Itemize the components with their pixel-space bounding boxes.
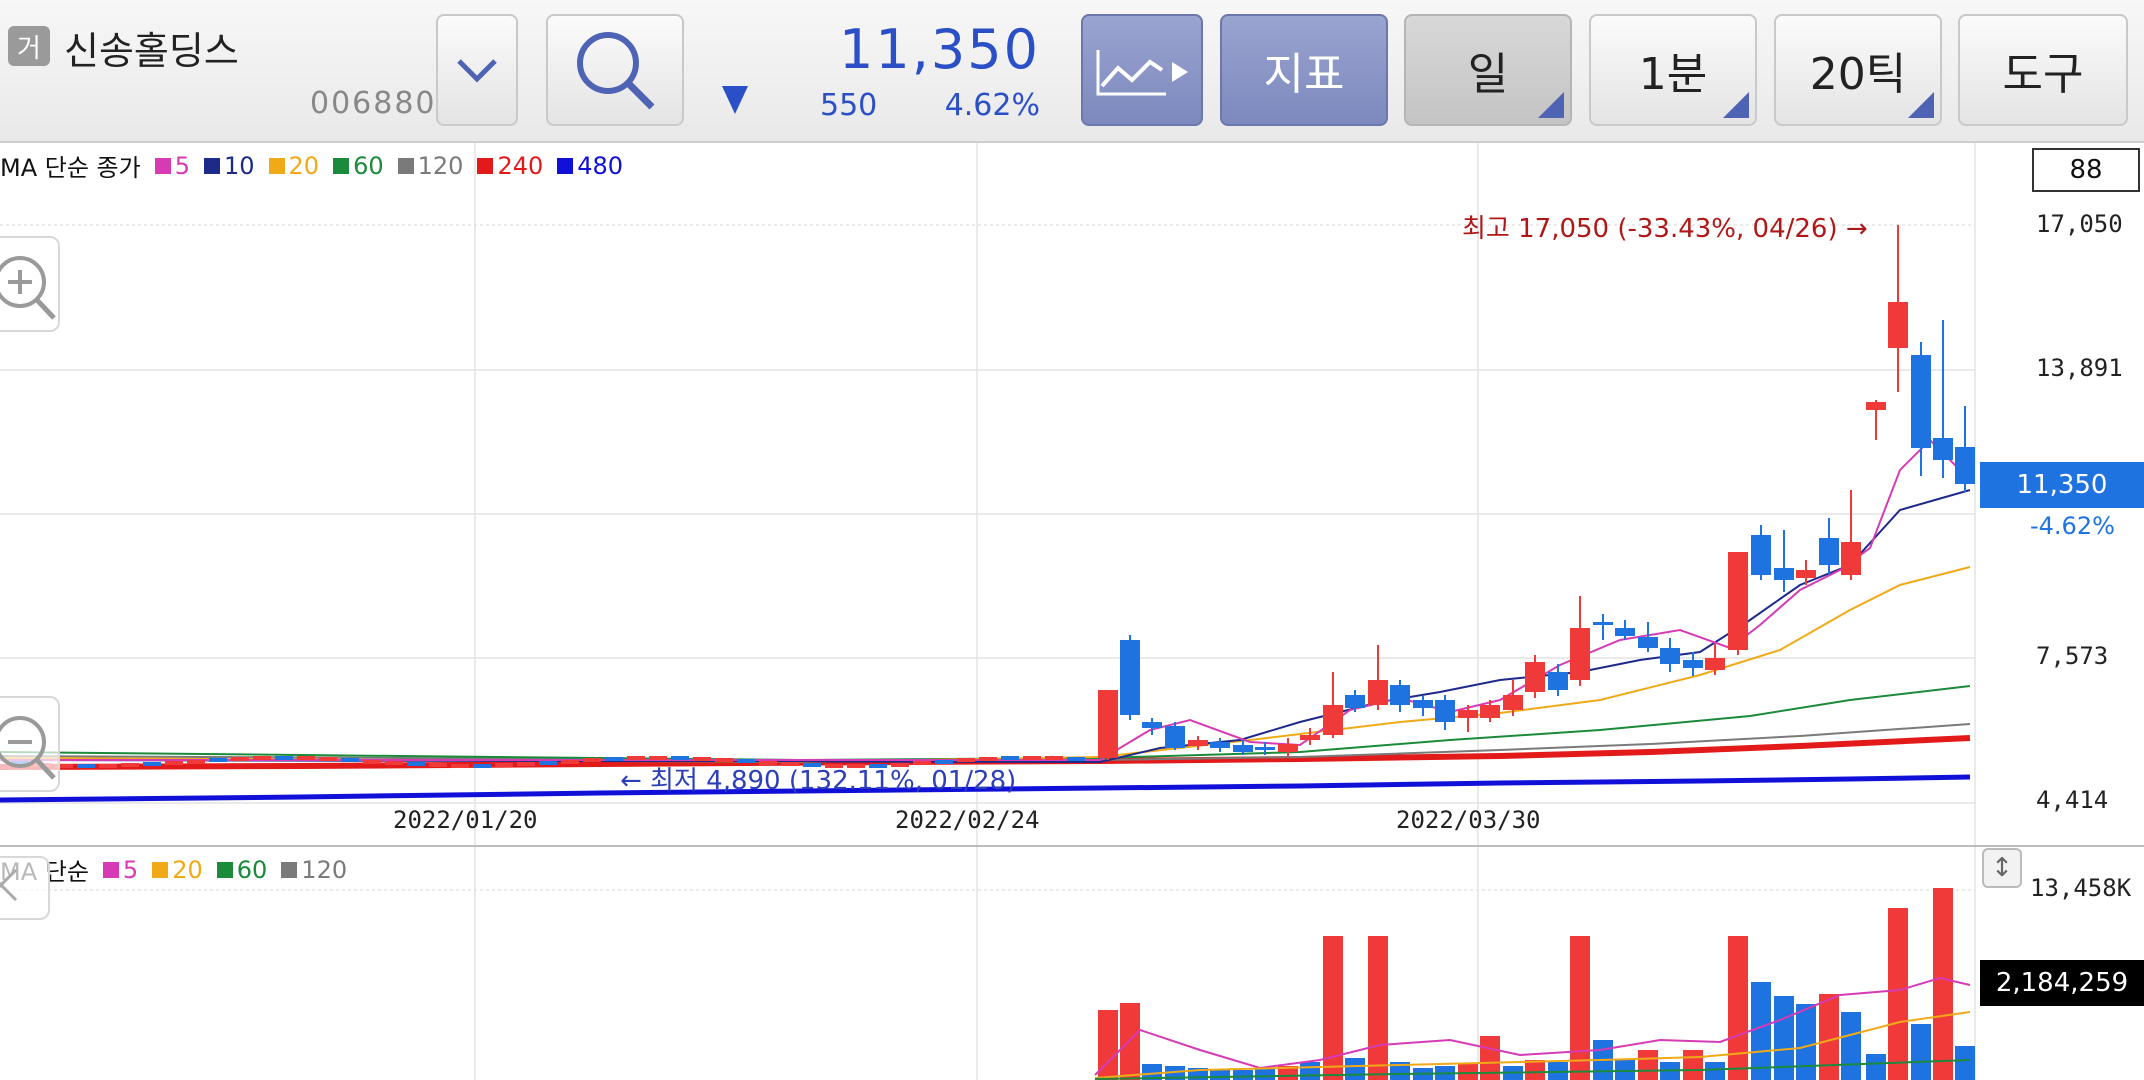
down-arrow-icon bbox=[722, 86, 748, 114]
line-chart-play-icon bbox=[1096, 50, 1188, 96]
vol-legend-ma60: 60 bbox=[203, 856, 267, 884]
legend-ma60: 60 bbox=[319, 152, 384, 180]
x-label-3: 2022/03/30 bbox=[1396, 806, 1541, 834]
minute-label: 1분 bbox=[1638, 49, 1708, 100]
zoom-out-icon bbox=[0, 716, 56, 780]
corner-triangle-icon bbox=[1908, 92, 1934, 118]
legend-ma5: 5 bbox=[141, 152, 190, 180]
volume-bars bbox=[1098, 888, 1975, 1080]
corner-triangle-icon bbox=[1723, 92, 1749, 118]
y-label-4: 4,414 bbox=[2036, 786, 2109, 814]
close-panel-button[interactable] bbox=[0, 856, 50, 920]
current-price-tag: 11,350 bbox=[1980, 462, 2144, 508]
legend-ma480: 480 bbox=[543, 152, 623, 180]
low-annotation: ← 최저 4,890 (132.11%, 01/28) bbox=[620, 766, 1017, 796]
stock-dropdown-button[interactable] bbox=[436, 14, 518, 126]
y-label-1: 17,050 bbox=[2036, 210, 2123, 238]
resize-vertical-icon[interactable]: ↕ bbox=[1982, 848, 2022, 888]
stock-code: 006880 bbox=[310, 86, 437, 121]
candle-count[interactable]: 88 bbox=[2032, 148, 2140, 192]
search-icon bbox=[577, 32, 655, 110]
zoom-out-button[interactable] bbox=[0, 696, 60, 792]
ma120-line bbox=[0, 723, 1971, 761]
x-label-2: 2022/02/24 bbox=[895, 806, 1040, 834]
vol-legend-ma20: 20 bbox=[138, 856, 203, 884]
close-icon bbox=[0, 868, 18, 902]
price-grid bbox=[0, 143, 1976, 1080]
period-button[interactable]: 일 bbox=[1404, 14, 1572, 126]
ma60-line bbox=[0, 685, 1971, 762]
minute-button[interactable]: 1분 bbox=[1589, 14, 1757, 126]
y-label-2: 13,891 bbox=[2036, 354, 2123, 382]
tick-label: 20틱 bbox=[1809, 49, 1907, 100]
ma20-line bbox=[0, 566, 1971, 764]
vol-ma60-line bbox=[1094, 1059, 1971, 1080]
indicator-button[interactable]: 지표 bbox=[1220, 14, 1388, 126]
market-tag: 거 bbox=[8, 26, 50, 66]
y-label-3: 7,573 bbox=[2036, 642, 2109, 670]
vol-ma20-line bbox=[1094, 1011, 1971, 1079]
tools-button[interactable]: 도구 bbox=[1958, 14, 2128, 126]
candlesticks bbox=[11, 225, 1975, 768]
ma10-line bbox=[0, 489, 1971, 764]
price-legend-title: MA 단순 종가 bbox=[0, 154, 141, 182]
x-label-1: 2022/01/20 bbox=[393, 806, 538, 834]
current-rate: -4.62% bbox=[2030, 512, 2115, 540]
chart-type-button[interactable] bbox=[1081, 14, 1203, 126]
volume-legend: MA 단순 5 20 60 120 bbox=[0, 852, 347, 887]
legend-ma240: 240 bbox=[463, 152, 543, 180]
corner-triangle-icon bbox=[1538, 92, 1564, 118]
legend-ma120: 120 bbox=[384, 152, 463, 180]
stock-name: 신송홀딩스 bbox=[64, 29, 239, 73]
high-annotation: 최고 17,050 (-33.43%, 04/26) → bbox=[1462, 214, 1868, 244]
toolbar: 거 신송홀딩스 006880 11,350 550 4.62% 지표 일 1분 bbox=[0, 0, 2144, 143]
price-change-rate: 4.62% bbox=[944, 88, 1040, 123]
volume-y-max: 13,458K bbox=[2030, 874, 2132, 902]
tick-button[interactable]: 20틱 bbox=[1774, 14, 1942, 126]
price-change: 550 bbox=[820, 88, 878, 123]
legend-ma10: 10 bbox=[190, 152, 255, 180]
legend-ma20: 20 bbox=[255, 152, 319, 180]
period-label: 일 bbox=[1467, 49, 1509, 100]
vol-legend-ma5: 5 bbox=[89, 856, 138, 884]
quote-area: 11,350 550 4.62% bbox=[700, 0, 1080, 143]
stock-selector[interactable]: 거 신송홀딩스 006880 bbox=[0, 0, 435, 143]
price-legend: MA 단순 종가 5 10 20 60 120 240 480 bbox=[0, 148, 623, 183]
search-button[interactable] bbox=[546, 14, 684, 126]
vol-legend-ma120: 120 bbox=[267, 856, 347, 884]
current-price: 11,350 bbox=[839, 18, 1040, 81]
zoom-in-button[interactable] bbox=[0, 236, 60, 332]
vol-ma5-line bbox=[1094, 976, 1971, 1076]
ma5-line bbox=[0, 438, 1971, 761]
chevron-down-icon bbox=[457, 59, 497, 83]
zoom-in-icon bbox=[0, 256, 56, 320]
current-volume-tag: 2,184,259 bbox=[1980, 960, 2144, 1006]
